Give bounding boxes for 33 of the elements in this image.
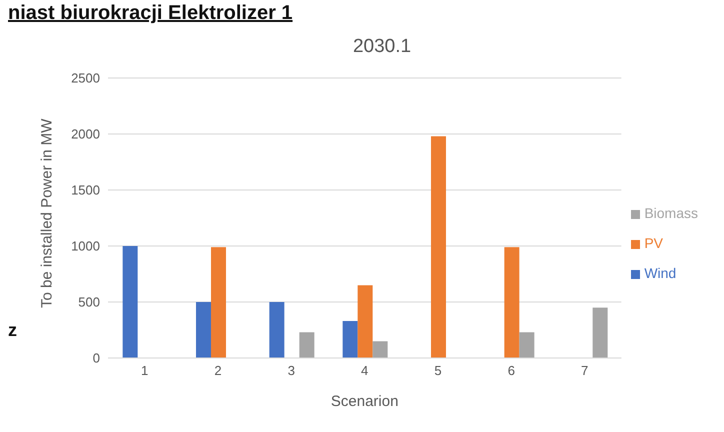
y-tick-label: 0 (92, 350, 100, 366)
text: z (8, 320, 17, 341)
y-tick-label: 2500 (71, 70, 100, 86)
bar (299, 332, 314, 358)
bar (210, 247, 226, 358)
bar (342, 321, 358, 358)
bar (592, 308, 608, 358)
legend-label: PV (644, 235, 663, 251)
bar (519, 332, 534, 358)
bar (122, 246, 138, 358)
x-tick-label: 7 (581, 363, 588, 378)
bar (372, 341, 388, 358)
x-tick-label: 1 (141, 363, 148, 378)
y-tick-label: 500 (78, 294, 100, 310)
x-tick-label: 2 (214, 363, 222, 378)
chart-title: 2030.1 (352, 36, 412, 58)
x-tick-label: 6 (508, 363, 515, 378)
text: niast biurokracji Elektrolizer 1 (8, 2, 293, 25)
y-axis-title: To be installed Power in MW (38, 118, 56, 308)
y-tick-label: 2000 (71, 126, 100, 142)
bar (504, 247, 520, 358)
y-tick-label: 1500 (71, 182, 100, 198)
x-tick-label: 3 (288, 363, 295, 378)
legend-label: Biomass (644, 205, 698, 221)
legend-label: Wind (644, 265, 676, 281)
x-tick-label: 4 (361, 363, 368, 378)
y-tick-label: 1000 (71, 238, 100, 254)
bar (430, 136, 446, 358)
x-tick-label: 5 (434, 363, 442, 378)
bar (358, 285, 373, 358)
x-axis-title: Scenarion (330, 393, 398, 410)
bar (269, 302, 284, 358)
bar (196, 302, 211, 358)
